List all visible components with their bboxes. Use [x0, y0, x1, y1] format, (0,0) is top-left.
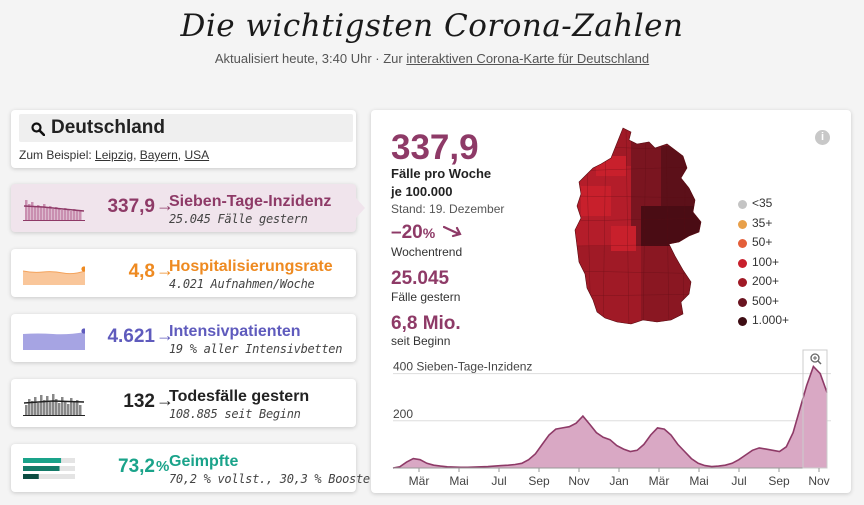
- trend-arrow-icon: →: [156, 260, 174, 280]
- trend-number: –20: [391, 222, 423, 243]
- vaccination-booster-bar: [23, 474, 39, 479]
- detail-label-line2: je 100.000: [391, 184, 453, 199]
- sparkline-todesfaelle-icon: [23, 394, 85, 416]
- detail-stand: Stand: 19. Dezember: [391, 202, 505, 216]
- metric-card-intensiv[interactable]: 4.621 → Intensivpatienten 19 % aller Int…: [11, 314, 356, 362]
- legend-label: 35+: [752, 215, 773, 230]
- x-tick-label: Mär: [409, 474, 430, 488]
- legend-swatch: [738, 317, 747, 326]
- example-link-leipzig[interactable]: Leipzig: [95, 148, 134, 162]
- legend-swatch: [738, 278, 747, 287]
- trend-down-right-icon: [443, 225, 463, 238]
- trend-arrow-icon: →: [156, 390, 174, 410]
- x-tick-label: Jul: [491, 474, 506, 488]
- legend-label: 500+: [752, 293, 780, 308]
- x-tick-label: Jan: [609, 474, 628, 488]
- page-title: Die wichtigsten Corona-Zahlen: [180, 8, 684, 44]
- metric-sub-hospitalisierung: 4.021 Aufnahmen/Woche: [169, 277, 315, 291]
- metric-card-inzidenz[interactable]: 337,9 → Sieben-Tage-Inzidenz 25.045 Fäll…: [11, 184, 365, 232]
- cases-value: 25.045: [391, 268, 450, 289]
- search-box[interactable]: Deutschland: [19, 114, 353, 142]
- y-tick-label: 400 Sieben-Tage-Inzidenz: [393, 360, 532, 374]
- sparkline-intensiv-icon: [23, 328, 85, 350]
- total-value: 6,8 Mio.: [391, 313, 461, 334]
- metric-label-todesfaelle: Todesfälle gestern: [169, 388, 310, 405]
- cases-label: Fälle gestern: [391, 290, 461, 304]
- percent-sign: %: [156, 458, 170, 475]
- metric-sub-intensiv: 19 % aller Intensivbetten: [169, 342, 343, 356]
- legend-label: 1.000+: [752, 313, 790, 327]
- legend-label: <35: [752, 196, 773, 210]
- updated-text: Aktualisiert heute, 3:40 Uhr · Zur: [214, 51, 407, 66]
- metric-value-hospitalisierung: 4,8: [128, 261, 155, 282]
- search-card: Deutschland Zum Beispiel: Leipzig, Bayer…: [11, 110, 356, 168]
- metric-label-inzidenz: Sieben-Tage-Inzidenz: [169, 193, 332, 210]
- legend-swatch: [738, 297, 747, 307]
- vaccination-bars-icon: [23, 458, 75, 479]
- detail-label-line1: Fälle pro Woche: [391, 166, 492, 181]
- detail-label: Fälle pro Woche je 100.000: [391, 165, 491, 201]
- example-link-usa[interactable]: USA: [184, 148, 210, 162]
- series-line: [392, 365, 828, 469]
- incidence-chart[interactable]: 200 400 Sieben-Tage-Inzidenz Mär Mai Jul Sep N…: [385, 346, 845, 491]
- metric-sub-todesfaelle: 108.885 seit Beginn: [169, 407, 301, 421]
- legend-swatch: [738, 258, 747, 268]
- legend-swatch: [738, 219, 747, 229]
- sparkline-inzidenz-icon: [23, 200, 85, 221]
- map-link[interactable]: interaktiven Corona-Karte für Deutschlan…: [406, 51, 650, 66]
- metric-card-todesfaelle[interactable]: 132 → Todesfälle gestern 108.885 seit Be…: [11, 379, 356, 427]
- page-subtitle: Aktualisiert heute, 3:40 Uhr · Zur inter…: [0, 51, 864, 66]
- search-input[interactable]: Deutschland: [51, 117, 166, 138]
- detail-card: 337,9 Fälle pro Woche je 100.000 Stand: …: [371, 110, 851, 493]
- detail-value: 337,9: [391, 128, 479, 167]
- legend-label: 100+: [752, 254, 780, 269]
- metric-card-geimpfte[interactable]: 73,2 % Geimpfte 70,2 % vollst., 30,3 % B…: [11, 444, 377, 492]
- metric-sub-inzidenz: 25.045 Fälle gestern: [169, 212, 308, 226]
- search-icon: [31, 122, 45, 136]
- x-tick-label: Sep: [768, 474, 790, 488]
- x-tick-label: Nov: [568, 474, 589, 488]
- x-tick-label: Jul: [731, 474, 746, 488]
- vaccination-full-bar: [23, 466, 60, 471]
- active-pointer: [356, 198, 365, 218]
- metric-value-inzidenz: 337,9: [107, 196, 155, 217]
- legend-swatch: [738, 200, 747, 209]
- x-tick-label: Mai: [449, 474, 468, 488]
- example-link-bayern[interactable]: Bayern: [139, 148, 178, 162]
- y-tick-label: 200: [393, 407, 413, 421]
- metric-label-intensiv: Intensivpatienten: [169, 323, 301, 340]
- metric-label-hospitalisierung: Hospitalisierungsrate: [169, 258, 333, 275]
- sparkline-hospitalisierung-icon: [23, 266, 85, 285]
- x-tick-label: Mär: [649, 474, 670, 488]
- trend-label: Wochentrend: [391, 245, 463, 259]
- trend-arrow-icon: →: [156, 195, 174, 215]
- metric-value-todesfaelle: 132: [123, 391, 155, 412]
- germany-map[interactable]: [571, 126, 721, 331]
- metric-value-intensiv: 4.621: [107, 326, 155, 347]
- trend-unit: %: [422, 225, 436, 241]
- legend-swatch: [738, 239, 747, 248]
- x-tick-label: Sep: [528, 474, 550, 488]
- metric-label-geimpfte: Geimpfte: [169, 453, 239, 470]
- trend-arrow-icon: →: [156, 325, 174, 345]
- vaccination-first-bar: [23, 458, 62, 463]
- metric-card-hospitalisierung[interactable]: 4,8 → Hospitalisierungsrate 4.021 Aufnah…: [11, 249, 356, 297]
- search-examples: Zum Beispiel: Leipzig, Bayern, USA: [19, 148, 210, 162]
- x-tick-label: Mai: [689, 474, 708, 488]
- x-tick-label: Nov: [808, 474, 829, 488]
- legend-label: 200+: [752, 274, 780, 288]
- total-label: seit Beginn: [391, 334, 451, 348]
- info-icon[interactable]: i: [815, 130, 830, 145]
- series-area: [393, 366, 827, 468]
- zoom-window: [802, 349, 828, 469]
- trend-value: –20%: [391, 222, 463, 244]
- metric-value-geimpfte: 73,2: [118, 456, 155, 477]
- examples-prefix: Zum Beispiel:: [19, 148, 96, 162]
- legend-label: 50+: [752, 235, 773, 249]
- metric-sub-geimpfte: 70,2 % vollst., 30,3 % Booster: [169, 472, 377, 486]
- zoom-icon[interactable]: [810, 353, 822, 365]
